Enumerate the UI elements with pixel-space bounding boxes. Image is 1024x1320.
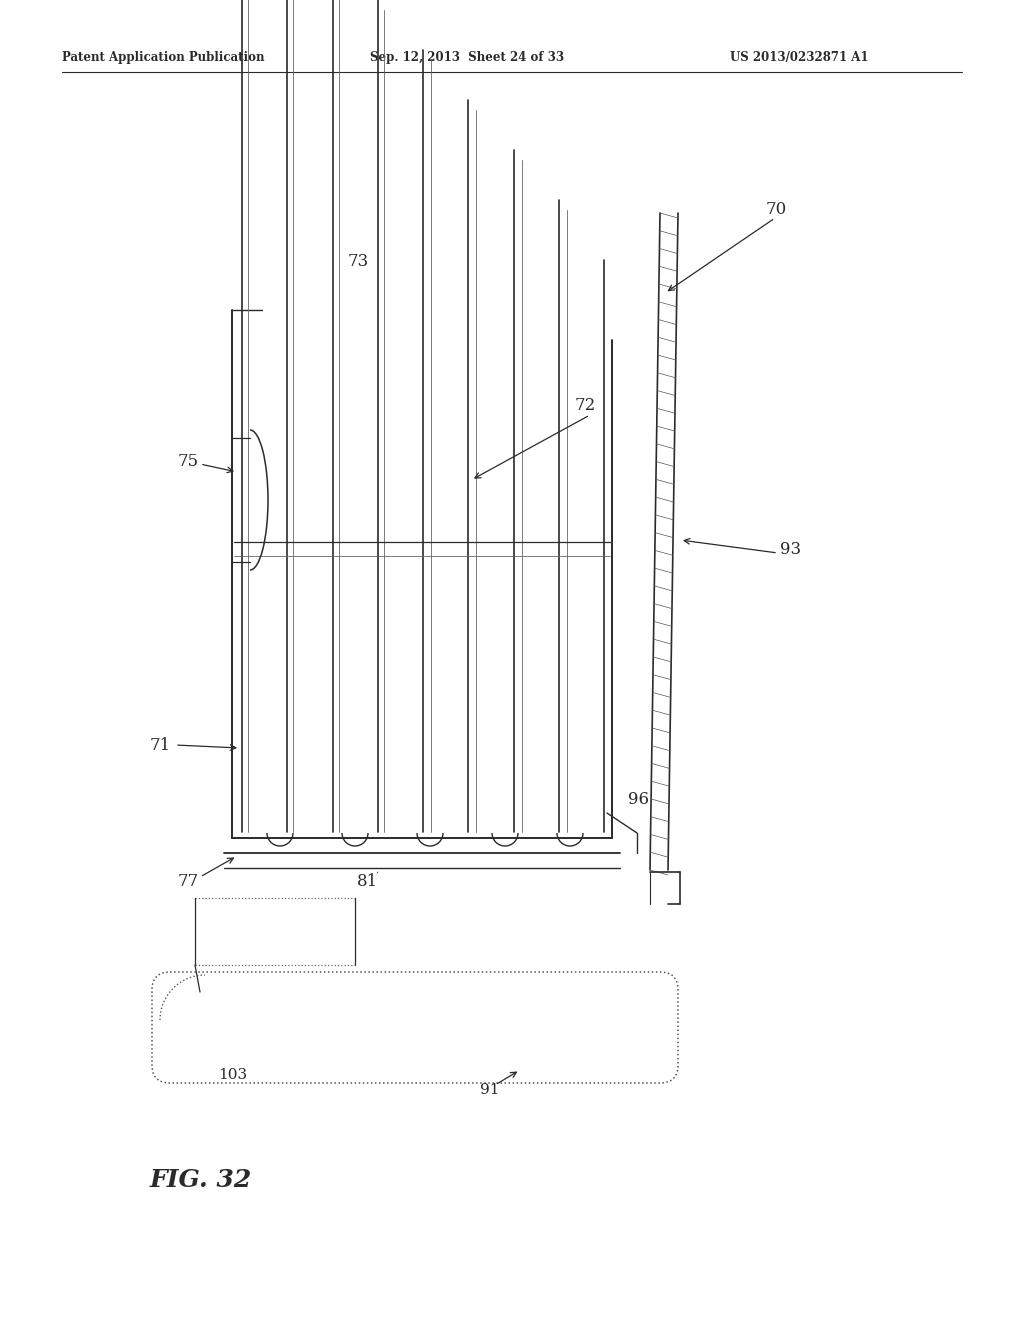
Text: 77: 77 [178, 874, 200, 891]
Text: 73: 73 [348, 253, 370, 271]
Text: 72: 72 [575, 396, 596, 413]
Text: Sep. 12, 2013  Sheet 24 of 33: Sep. 12, 2013 Sheet 24 of 33 [370, 51, 564, 65]
Text: 71: 71 [150, 737, 171, 754]
Text: US 2013/0232871 A1: US 2013/0232871 A1 [730, 51, 868, 65]
Text: 70: 70 [766, 202, 787, 219]
FancyBboxPatch shape [152, 972, 678, 1082]
Text: FIG. 32: FIG. 32 [150, 1168, 252, 1192]
Text: 93: 93 [780, 541, 801, 558]
Text: Patent Application Publication: Patent Application Publication [62, 51, 264, 65]
Text: 96: 96 [628, 792, 649, 808]
Text: 91: 91 [480, 1082, 500, 1097]
Text: 75: 75 [178, 454, 199, 470]
Text: 81: 81 [357, 874, 379, 891]
Text: 103: 103 [218, 1068, 247, 1082]
